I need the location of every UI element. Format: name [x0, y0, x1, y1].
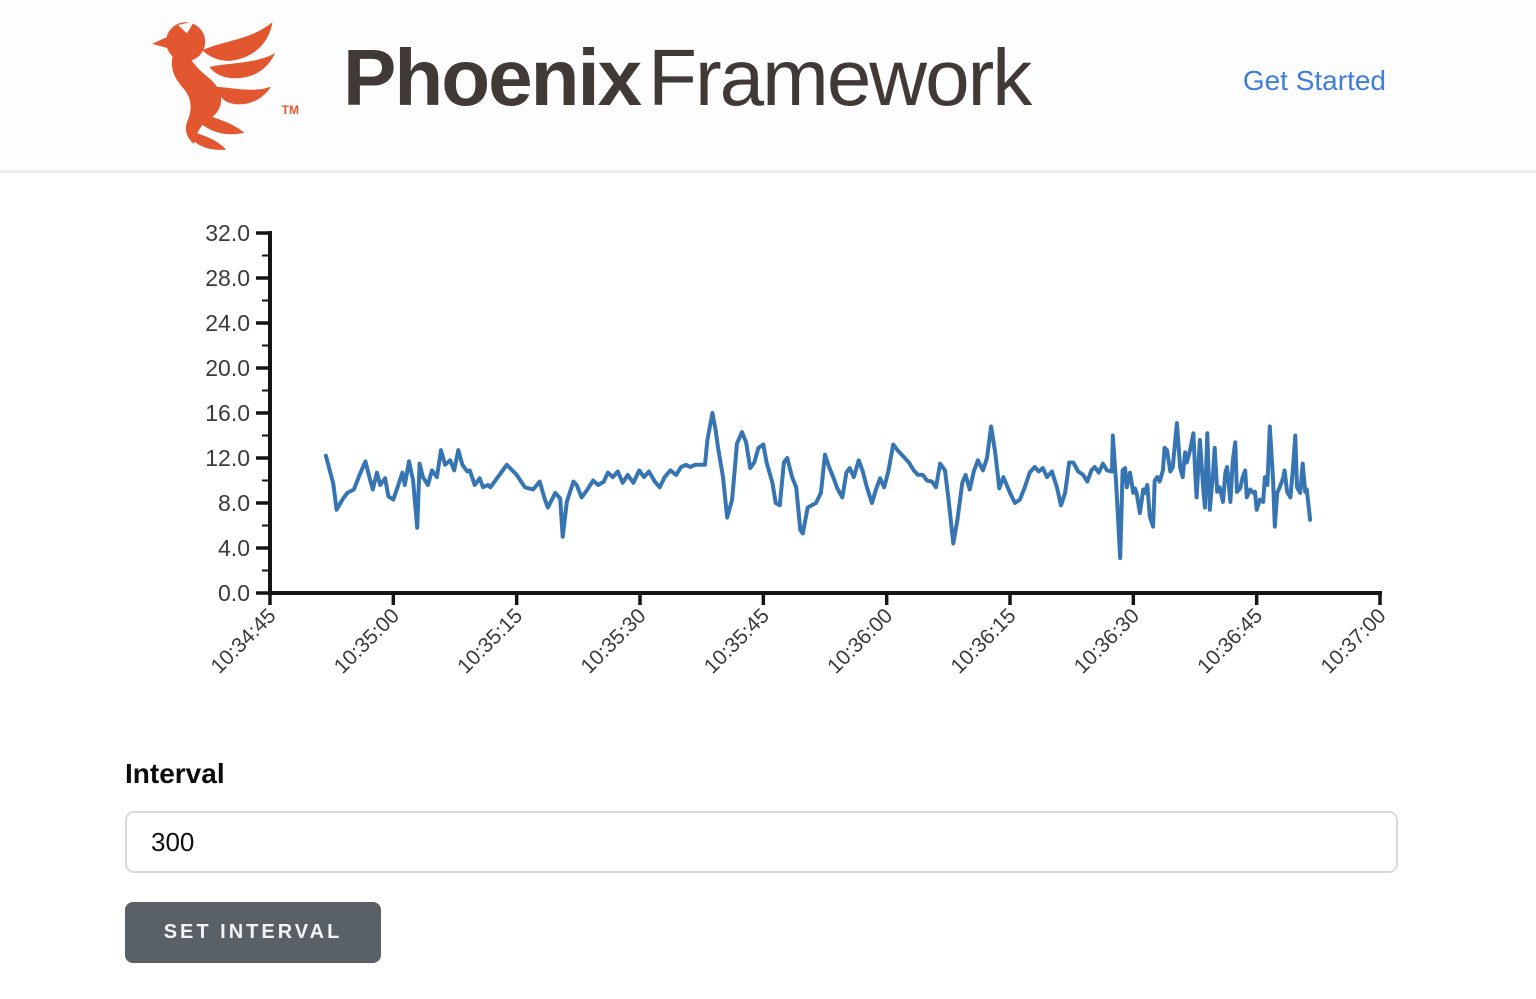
phoenix-bird-svg [152, 21, 276, 150]
x-tick-label: 10:36:45 [1193, 604, 1267, 678]
get-started-link[interactable]: Get Started [1242, 65, 1386, 96]
set-interval-button[interactable]: SET INTERVAL [125, 902, 381, 963]
latency-series-line [323, 411, 1313, 561]
y-tick-label: 20.0 [205, 355, 250, 381]
y-tick-label: 32.0 [205, 220, 250, 246]
x-tick-label: 10:36:15 [946, 604, 1020, 678]
latency-line-chart: 0.0 4.0 8.0 12.0 16.0 20.0 24.0 28.0 32.0 10:34:4… [205, 220, 1390, 678]
logo-word-phoenix: Phoenix [343, 33, 642, 122]
header: TM Phoenix Framework Get Started [0, 0, 1536, 173]
y-tick-label: 4.0 [218, 535, 250, 561]
y-tick-label: 8.0 [218, 490, 250, 516]
x-tick-label: 10:34:45 [206, 604, 280, 678]
interval-form: Interval SET INTERVAL [125, 758, 1398, 963]
y-tick-label: 28.0 [205, 265, 250, 291]
interval-input[interactable] [125, 811, 1398, 873]
x-tick-label: 10:36:30 [1070, 604, 1144, 678]
x-tick-label: 10:35:45 [700, 604, 774, 678]
x-tick-label: 10:36:00 [823, 604, 897, 678]
x-tick-label: 10:37:00 [1316, 604, 1390, 678]
y-tick-label: 24.0 [205, 310, 250, 336]
chart-area: 0.0 4.0 8.0 12.0 16.0 20.0 24.0 28.0 32.0 10:34:4… [30, 210, 1490, 710]
x-tick-label: 10:35:00 [330, 604, 404, 678]
logo-wordmark: Phoenix Framework [343, 38, 1032, 124]
trademark-symbol: TM [281, 103, 299, 117]
x-tick-label: 10:35:30 [576, 604, 650, 678]
x-tick-label: 10:35:15 [453, 604, 527, 678]
y-tick-label: 0.0 [218, 580, 250, 606]
phoenix-logo[interactable]: TM Phoenix Framework [145, 11, 1032, 151]
phoenix-bird-icon: TM [145, 11, 313, 151]
logo-word-framework: Framework [648, 33, 1032, 122]
interval-label: Interval [125, 758, 225, 789]
y-tick-label: 12.0 [205, 445, 250, 471]
y-tick-label: 16.0 [205, 400, 250, 426]
